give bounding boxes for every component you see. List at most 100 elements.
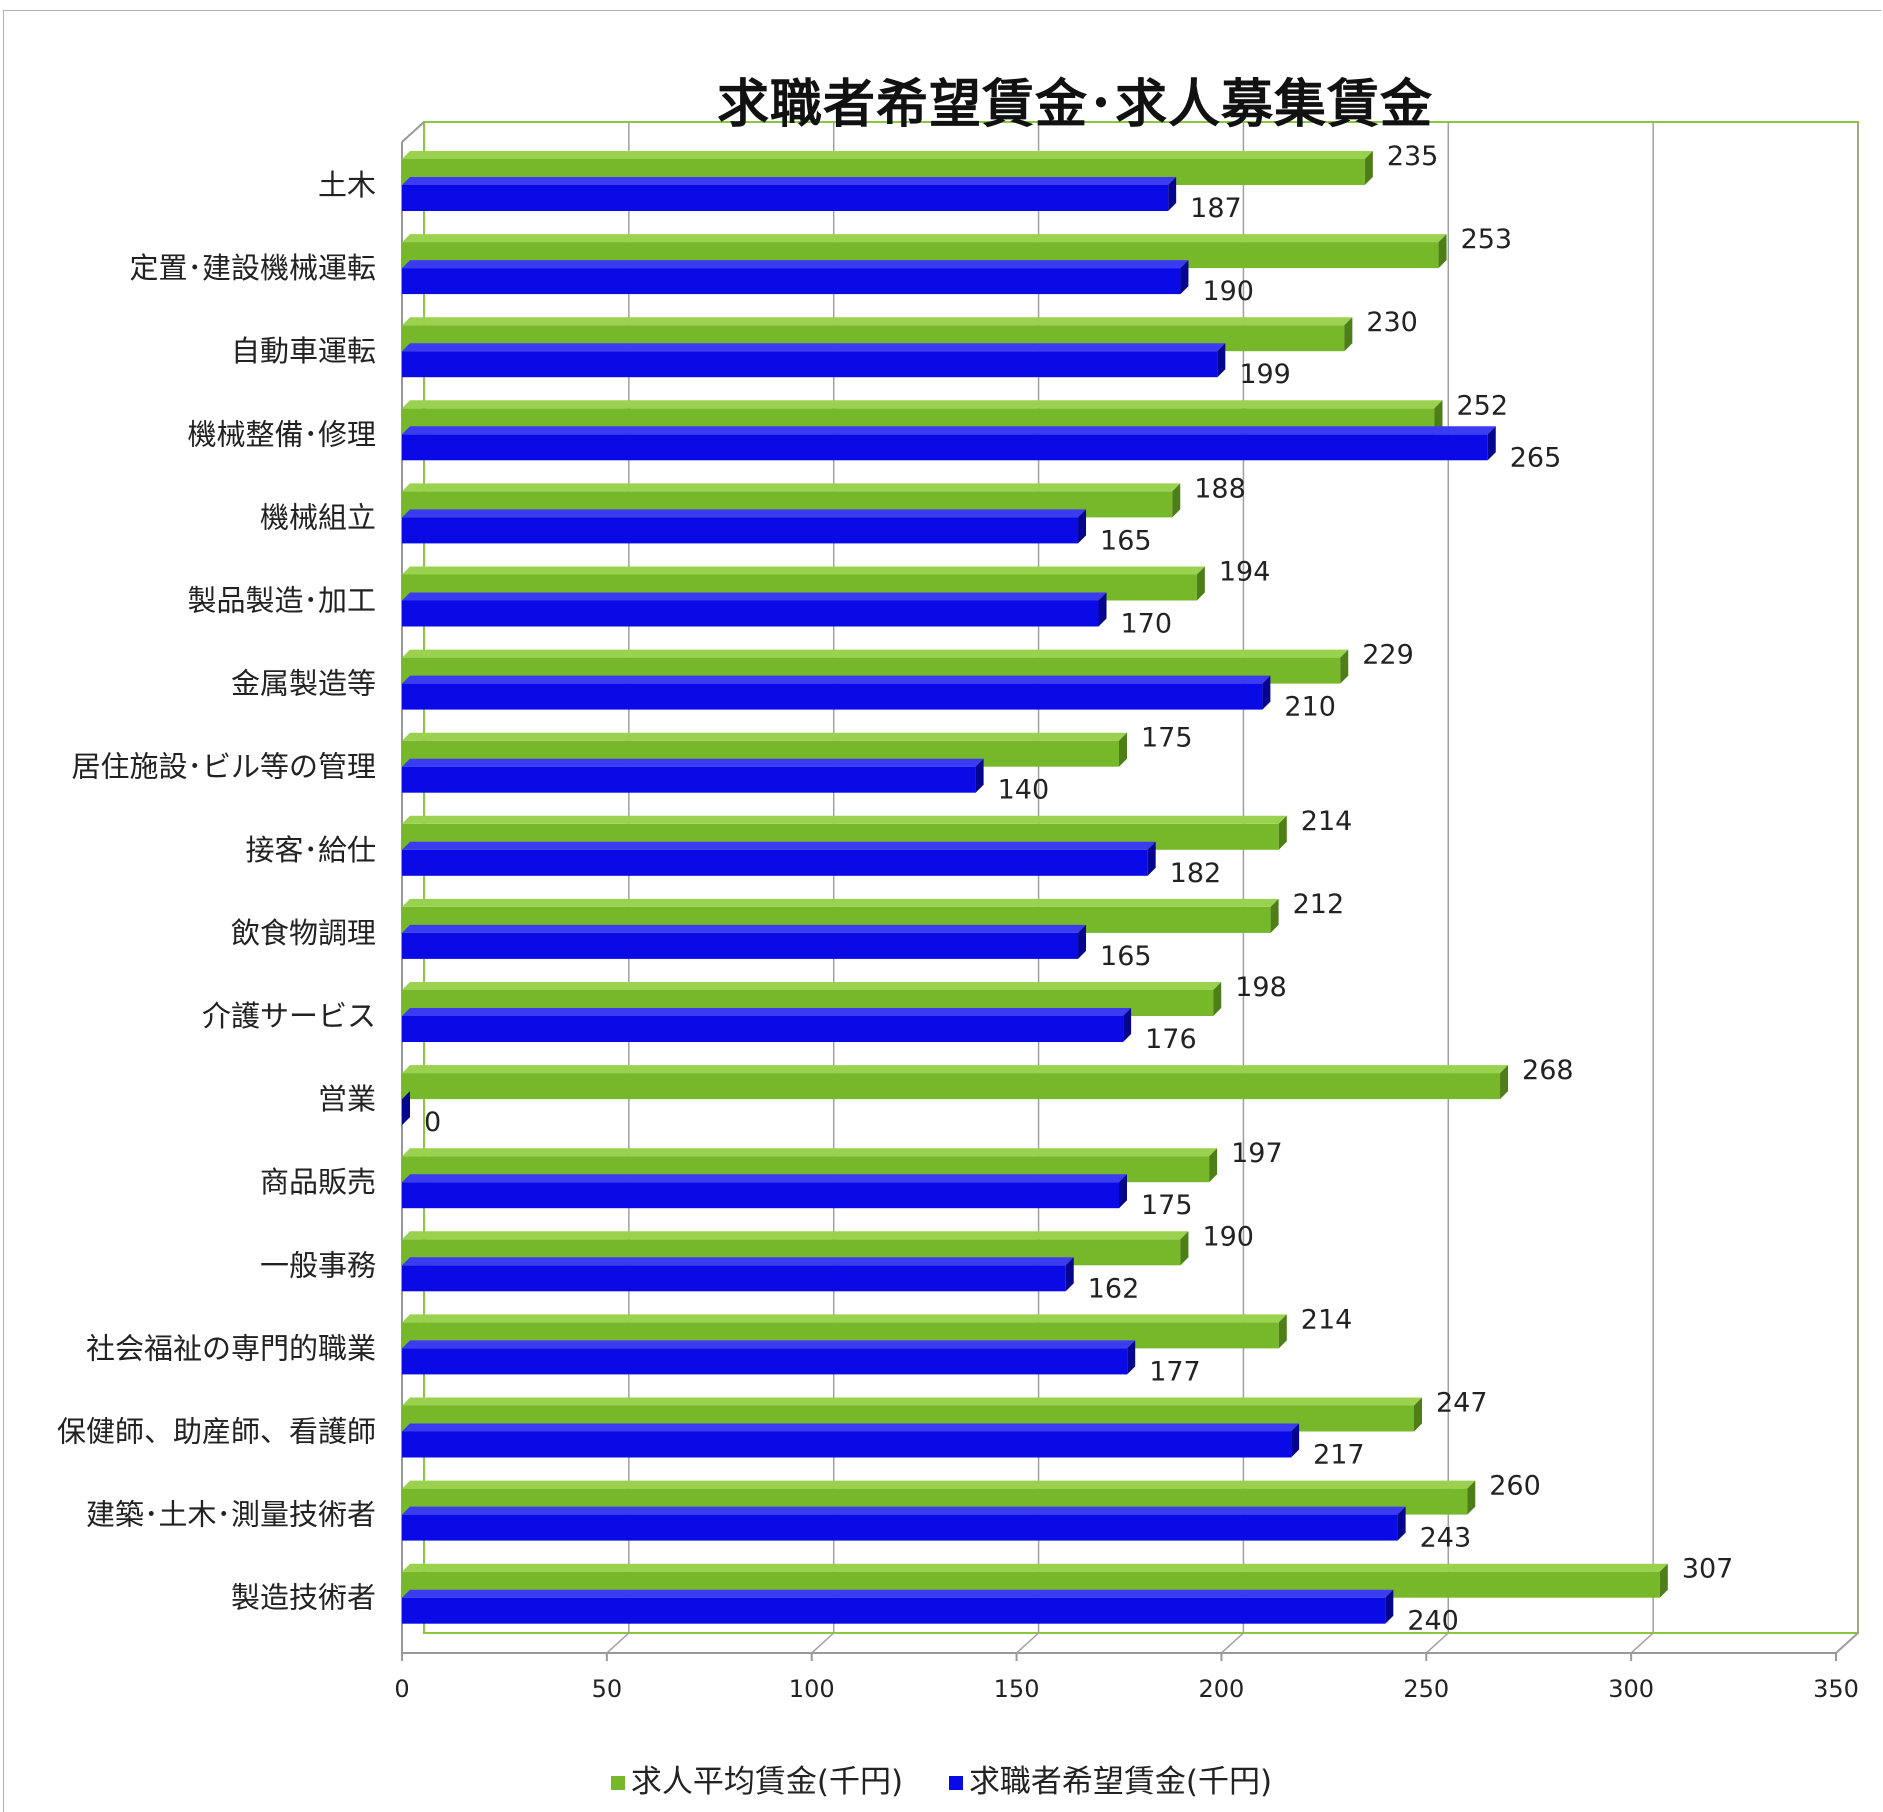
bar-top <box>402 260 1189 269</box>
data-label-series-1: 307 <box>1682 1554 1734 1585</box>
bar-end <box>1168 177 1177 211</box>
bar-top <box>402 1257 1074 1266</box>
bar-end <box>1278 1314 1287 1349</box>
bar-end <box>1278 815 1287 850</box>
legend-item-series-2: 求職者希望賃金(千円) <box>948 1756 1272 1801</box>
bar-end <box>1291 1423 1300 1458</box>
y-category-label: 定置･建設機械運転 <box>129 251 376 285</box>
bar-top <box>402 1423 1300 1432</box>
y-category-label: 土木 <box>318 168 376 202</box>
data-label-series-1: 194 <box>1219 557 1271 588</box>
data-label-series-1: 268 <box>1522 1055 1574 1086</box>
bar-series-2 <box>402 1589 1394 1624</box>
bar-top <box>402 841 1156 850</box>
bar-end <box>1180 260 1189 295</box>
bar-end <box>1119 1174 1127 1209</box>
legend-label: 求人平均賃金(千円) <box>630 1764 904 1800</box>
bar-face <box>402 517 1079 544</box>
data-label-series-2: 182 <box>1170 858 1222 889</box>
bar-top <box>402 483 1181 492</box>
data-label-series-2: 187 <box>1190 193 1242 224</box>
bar-top <box>402 982 1222 990</box>
bar-face <box>402 1016 1124 1042</box>
bar-face <box>402 1182 1119 1209</box>
bar-top <box>402 1397 1422 1406</box>
bar-end <box>1127 1340 1136 1375</box>
bar-end <box>1413 1397 1422 1432</box>
x-tick-label: 300 <box>1608 1675 1654 1703</box>
data-label-series-1: 247 <box>1436 1388 1488 1419</box>
legend-swatch-green <box>610 1776 625 1790</box>
legend-swatch-blue <box>948 1776 963 1790</box>
legend-item-series-1: 求人平均賃金(千円) <box>610 1756 904 1801</box>
y-category-label: 保健師、助産師、看護師 <box>57 1415 376 1449</box>
bar-face <box>402 1514 1398 1541</box>
bar-end <box>1119 732 1127 767</box>
bar-end <box>1397 1506 1406 1541</box>
data-label-series-2: 265 <box>1510 442 1562 473</box>
bar-end <box>1065 1257 1074 1292</box>
y-category-label: 一般事務 <box>260 1248 376 1282</box>
bar-top <box>402 400 1443 409</box>
y-category-label: 居住施設･ビル等の管理 <box>71 750 376 784</box>
gridline-depth <box>811 1632 835 1654</box>
bar-end <box>1217 343 1226 378</box>
bar-face <box>402 1348 1128 1375</box>
data-label-series-2: 165 <box>1100 941 1152 972</box>
bar-end <box>1659 1563 1668 1598</box>
data-label-series-2: 0 <box>424 1107 441 1138</box>
bar-face <box>402 1431 1292 1458</box>
bar-end <box>1180 1231 1189 1266</box>
bar-top <box>402 1314 1287 1323</box>
bar-end <box>1434 400 1443 435</box>
x-tick-label: 350 <box>1813 1675 1859 1703</box>
bar-face <box>402 1265 1066 1292</box>
bar-top <box>402 1506 1406 1515</box>
bar-face <box>402 351 1218 378</box>
x-tick-label: 100 <box>789 1675 835 1703</box>
data-label-series-2: 243 <box>1420 1523 1472 1554</box>
data-label-series-2: 170 <box>1121 609 1173 640</box>
bar-series-2 <box>402 509 1087 544</box>
bar-top <box>402 758 984 767</box>
bar-top <box>402 1340 1136 1349</box>
bar-face <box>402 600 1099 627</box>
data-label-series-1: 229 <box>1362 640 1414 671</box>
data-label-series-1: 188 <box>1194 473 1246 504</box>
bar-end <box>1196 566 1205 601</box>
bar-top <box>402 1589 1394 1598</box>
y-category-label: 飲食物調理 <box>231 916 376 950</box>
bar-top <box>402 317 1353 326</box>
bar-top <box>402 1231 1189 1240</box>
bar-end <box>1209 1148 1218 1183</box>
bar-series-2 <box>402 758 984 793</box>
gridline-depth <box>1220 1632 1244 1654</box>
data-label-series-2: 176 <box>1145 1024 1197 1055</box>
bar-series-2 <box>402 592 1107 627</box>
bar-top <box>402 815 1287 824</box>
y-category-label: 建築･土木･測量技術者 <box>86 1498 376 1532</box>
gridline-depth <box>1630 1632 1654 1654</box>
bar-top <box>402 1008 1132 1016</box>
bar-series-1 <box>402 1314 1287 1349</box>
bar-end <box>1500 1065 1509 1100</box>
y-category-label: 社会福祉の専門的職業 <box>86 1331 376 1365</box>
bar-series-1 <box>402 1065 1509 1100</box>
y-category-label: 製造技術者 <box>231 1581 376 1615</box>
data-label-series-2: 240 <box>1407 1606 1459 1637</box>
data-label-series-1: 175 <box>1141 723 1193 754</box>
gridline-depth <box>1835 1632 1859 1654</box>
bar-top <box>402 509 1087 518</box>
data-label-series-2: 190 <box>1202 276 1254 307</box>
y-category-label: 介護サービス <box>202 999 376 1033</box>
bar-end <box>1438 234 1447 269</box>
gridline-depth <box>1016 1632 1040 1654</box>
data-label-series-1: 230 <box>1366 307 1418 338</box>
bar-end <box>1467 1480 1476 1515</box>
bar-end <box>1098 592 1107 627</box>
data-label-series-2: 177 <box>1149 1356 1201 1387</box>
bar-face <box>402 849 1148 876</box>
data-label-series-2: 162 <box>1088 1273 1140 1304</box>
bar-series-2 <box>402 1008 1132 1042</box>
